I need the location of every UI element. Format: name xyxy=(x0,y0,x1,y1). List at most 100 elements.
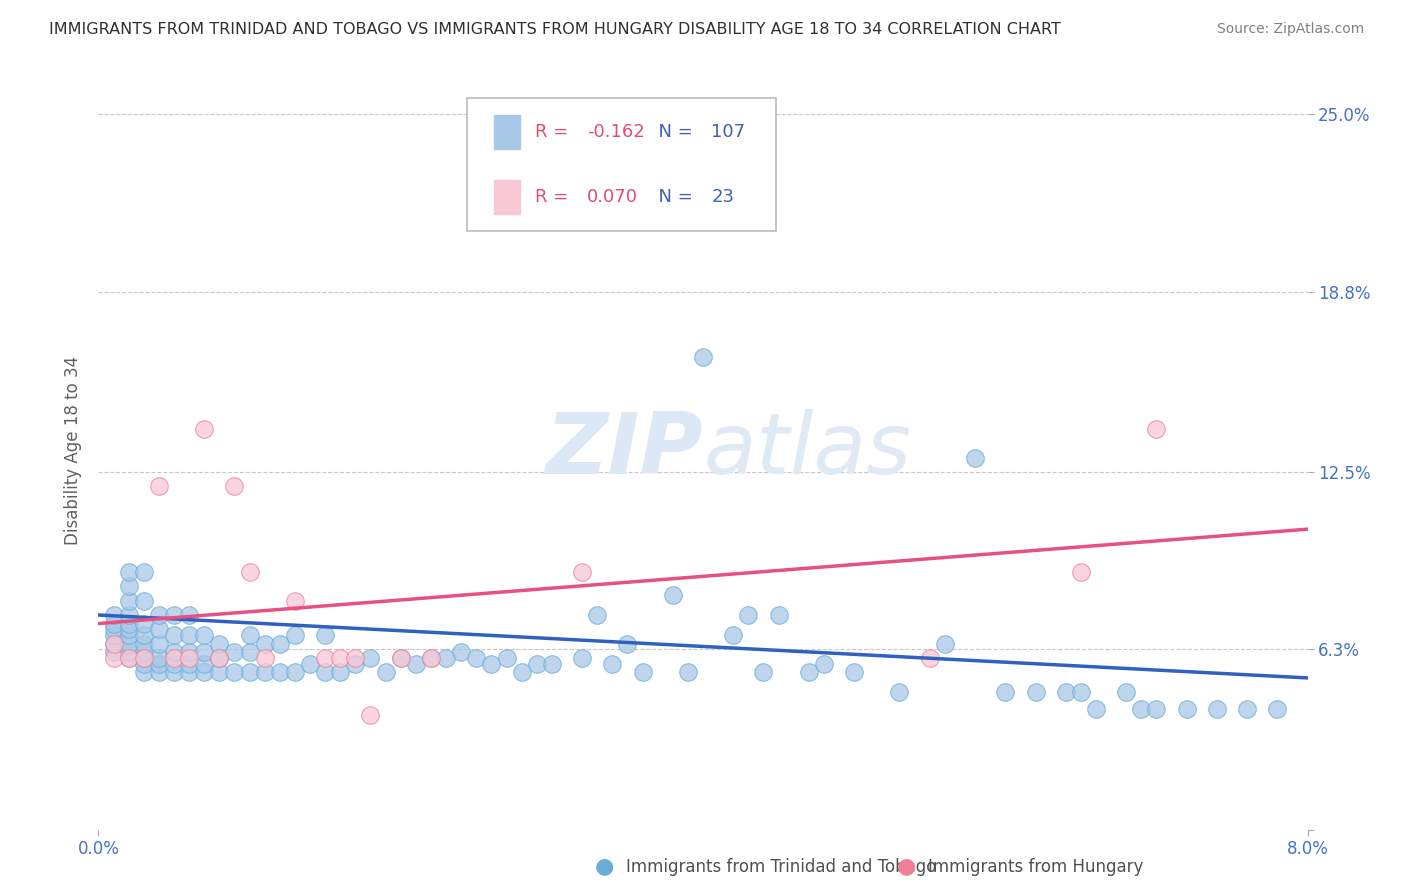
Point xyxy=(132,657,155,671)
Text: Source: ZipAtlas.com: Source: ZipAtlas.com xyxy=(1216,22,1364,37)
Point xyxy=(148,665,170,680)
Point xyxy=(692,351,714,365)
Point xyxy=(118,565,141,579)
Point xyxy=(163,651,186,665)
Point xyxy=(1070,565,1092,579)
Point xyxy=(631,665,654,680)
Point xyxy=(148,607,170,622)
Point xyxy=(314,628,336,642)
Point xyxy=(132,651,155,665)
Point xyxy=(269,665,291,680)
Point xyxy=(118,651,141,665)
Point xyxy=(420,651,443,665)
Point xyxy=(103,637,125,651)
Point xyxy=(526,657,548,671)
Point xyxy=(224,665,246,680)
Point xyxy=(1085,702,1108,716)
Point xyxy=(889,685,911,699)
Point xyxy=(179,657,201,671)
Point xyxy=(813,657,835,671)
Point xyxy=(1236,702,1258,716)
Point xyxy=(450,645,472,659)
Point xyxy=(103,645,125,659)
Point xyxy=(1130,702,1153,716)
Point xyxy=(420,651,443,665)
Point xyxy=(844,665,866,680)
Point xyxy=(571,651,593,665)
Point xyxy=(1070,685,1092,699)
Point xyxy=(1175,702,1198,716)
Point xyxy=(434,651,457,665)
Point xyxy=(179,645,201,659)
Point xyxy=(1206,702,1229,716)
Point xyxy=(179,628,201,642)
Point xyxy=(284,628,307,642)
Text: R =: R = xyxy=(534,188,574,206)
Point xyxy=(329,651,352,665)
Point xyxy=(314,651,336,665)
Point xyxy=(540,657,562,671)
Point xyxy=(299,657,322,671)
Point xyxy=(1146,702,1168,716)
Text: 23: 23 xyxy=(711,188,734,206)
Point xyxy=(148,657,170,671)
Point xyxy=(208,637,231,651)
Point xyxy=(752,665,775,680)
Point xyxy=(360,708,382,723)
Point xyxy=(132,637,155,651)
Point xyxy=(676,665,699,680)
Point xyxy=(118,593,141,607)
Point xyxy=(934,637,956,651)
Point xyxy=(284,665,307,680)
Text: ●: ● xyxy=(595,856,614,876)
Point xyxy=(179,651,201,665)
FancyBboxPatch shape xyxy=(467,98,776,230)
Point xyxy=(103,616,125,631)
Point xyxy=(132,645,155,659)
Text: ZIP: ZIP xyxy=(546,409,703,492)
Point xyxy=(193,645,215,659)
Point xyxy=(118,651,141,665)
Point xyxy=(148,622,170,636)
Point xyxy=(193,657,215,671)
Point xyxy=(329,665,352,680)
Point xyxy=(344,651,367,665)
Text: ●: ● xyxy=(897,856,917,876)
Point xyxy=(1146,422,1168,436)
Point xyxy=(208,651,231,665)
Point xyxy=(239,565,262,579)
Point xyxy=(797,665,820,680)
Point xyxy=(314,665,336,680)
Point xyxy=(103,622,125,636)
Point xyxy=(239,645,262,659)
Text: N =: N = xyxy=(647,123,699,142)
Point xyxy=(224,645,246,659)
Point xyxy=(239,628,262,642)
Point xyxy=(405,657,427,671)
Point xyxy=(118,616,141,631)
Point xyxy=(1267,702,1289,716)
Point xyxy=(374,665,396,680)
Point xyxy=(118,607,141,622)
Point xyxy=(163,628,186,642)
Point xyxy=(768,607,790,622)
Point xyxy=(193,422,215,436)
Point xyxy=(918,651,941,665)
Point xyxy=(118,645,141,659)
Point xyxy=(103,628,125,642)
Text: atlas: atlas xyxy=(703,409,911,492)
Point xyxy=(994,685,1017,699)
Point xyxy=(253,637,276,651)
Point xyxy=(148,651,170,665)
Point xyxy=(1054,685,1077,699)
Text: Immigrants from Hungary: Immigrants from Hungary xyxy=(928,858,1143,876)
Point xyxy=(163,607,186,622)
Point xyxy=(103,651,125,665)
Text: R =: R = xyxy=(534,123,574,142)
Point xyxy=(510,665,533,680)
Point xyxy=(163,645,186,659)
Text: Immigrants from Trinidad and Tobago: Immigrants from Trinidad and Tobago xyxy=(626,858,936,876)
Text: 107: 107 xyxy=(711,123,745,142)
Bar xyxy=(494,180,520,214)
Point xyxy=(132,565,155,579)
